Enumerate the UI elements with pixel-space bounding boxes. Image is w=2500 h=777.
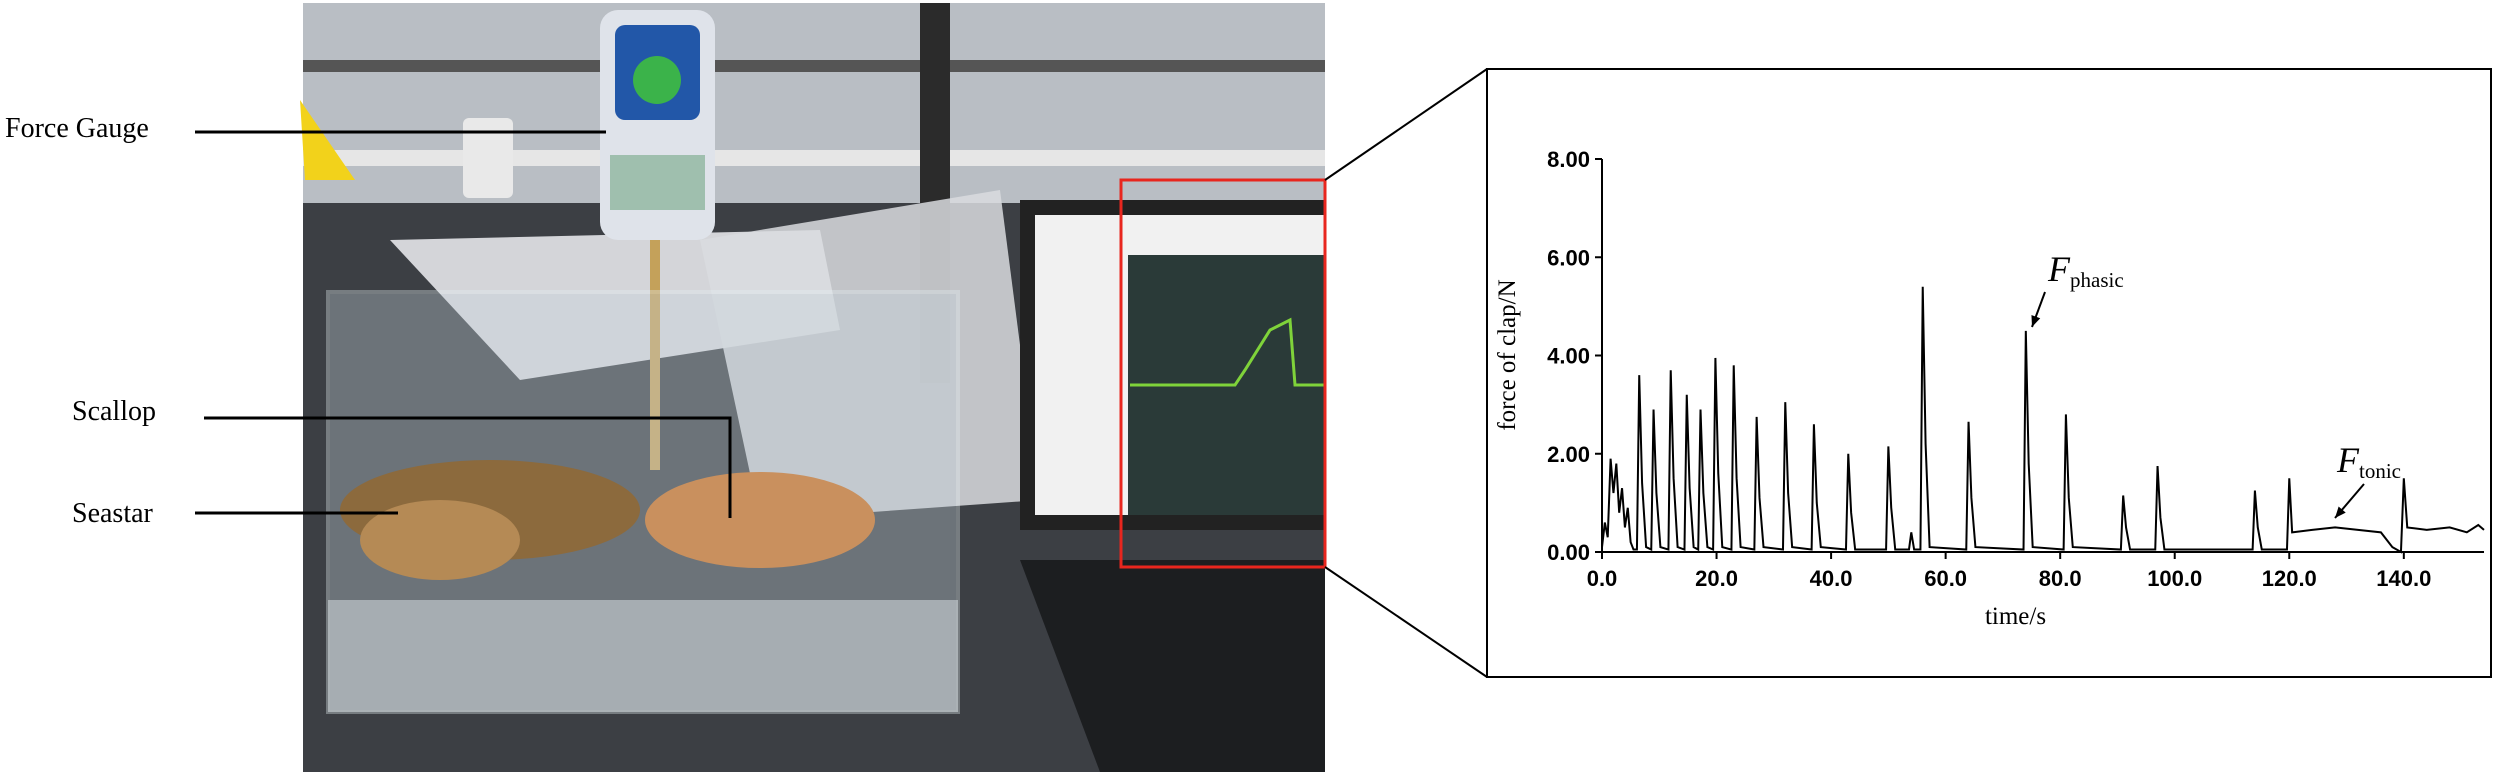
y-tick-label: 8.00: [1547, 147, 1590, 172]
line: [1601, 286, 2485, 554]
x-axis-label: time/s: [1985, 603, 2046, 630]
y-tick-label: 2.00: [1547, 442, 1590, 467]
annotation: Fphasic: [2047, 249, 2124, 292]
y-tick-label: 6.00: [1547, 245, 1590, 270]
photo: [300, 3, 1327, 772]
label: Seastar: [72, 498, 154, 529]
x-tick-label: 80.0: [2039, 566, 2082, 591]
y-axis-label: force of clap/N: [1494, 279, 1521, 430]
x-tick-label: 0.0: [1587, 566, 1618, 591]
arrow-head: [2031, 315, 2041, 327]
x-tick-label: 140.0: [2376, 566, 2431, 591]
y-tick-label: 4.00: [1547, 344, 1590, 369]
y-tick-label: 0.00: [1547, 540, 1590, 565]
x-tick-label: 60.0: [1924, 566, 1967, 591]
annotation-symbol: F: [2047, 249, 2071, 289]
x-tick-label: 40.0: [1810, 566, 1853, 591]
zoom-line: [1324, 68, 1488, 181]
annotation-subscript: tonic: [2359, 459, 2401, 483]
chart: 0.00 2.00 4.00 6.00 8.00 0.0 20.0 40.0 60.0 80.0 1…: [1494, 147, 2485, 630]
label: Force Gauge: [5, 113, 149, 144]
annotation-subscript: phasic: [2070, 268, 2124, 292]
zoom-line: [1324, 566, 1488, 678]
x-tick-label: 120.0: [2262, 566, 2317, 591]
label: Scallop: [72, 396, 156, 427]
photo-labels: Force Gauge Scallop Seastar: [5, 113, 732, 529]
x-tick-label: 100.0: [2147, 566, 2202, 591]
annotation: Ftonic: [2336, 440, 2401, 483]
annotation-symbol: F: [2336, 440, 2360, 480]
x-tick-label: 20.0: [1695, 566, 1738, 591]
leader: [204, 416, 732, 518]
arrow-head: [2335, 506, 2346, 518]
chart-frame: [1486, 68, 2492, 678]
